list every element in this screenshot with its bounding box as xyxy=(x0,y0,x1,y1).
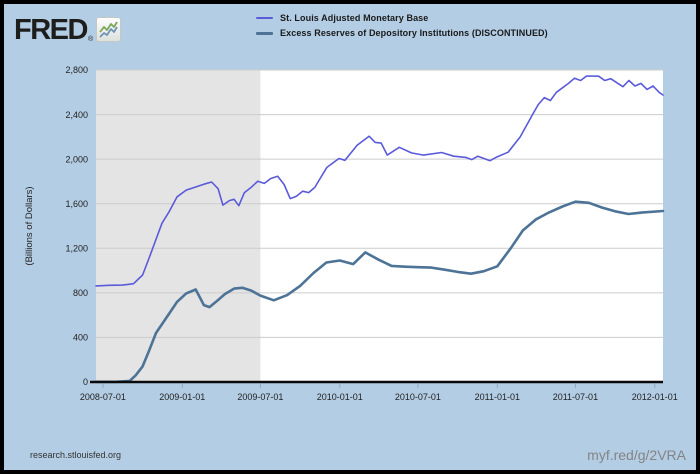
legend-item-monetary-base[interactable]: St. Louis Adjusted Monetary Base xyxy=(256,13,548,23)
series-line xyxy=(95,75,664,287)
x-tick-label: 2011-07-01 xyxy=(553,392,598,402)
y-tick-label: 400 xyxy=(73,333,88,343)
fred-logo-text: FRED xyxy=(14,14,88,46)
legend-label-excess-reserves: Excess Reserves of Depository Institutio… xyxy=(280,28,548,38)
x-axis-tick-labels: 2008-07-01 2009-01-01 2009-07-01 2010-01-01… xyxy=(80,392,678,402)
y-axis-title: (Billions of Dollars) xyxy=(24,186,35,265)
y-axis-tick-labels: 0 400 800 1,200 1,600 2,000 2,400 2,800 xyxy=(65,65,88,387)
legend-swatch-excess-reserves xyxy=(256,31,273,35)
chart-plot[interactable]: 2008-07-01 2009-01-01 2009-07-01 2010-01-01… xyxy=(4,4,696,470)
fred-sparkline-icon xyxy=(96,17,122,42)
legend-label-monetary-base: St. Louis Adjusted Monetary Base xyxy=(280,13,429,23)
x-tick-label: 2008-07-01 xyxy=(80,392,126,402)
legend-swatch-monetary-base xyxy=(256,17,273,19)
x-tick-label: 2010-07-01 xyxy=(395,392,441,402)
source-link[interactable]: research.stlouisfed.org xyxy=(30,450,122,460)
registered-trademark-symbol: ® xyxy=(87,36,94,43)
y-tick-label: 2,800 xyxy=(65,65,88,75)
legend-item-excess-reserves[interactable]: Excess Reserves of Depository Institutio… xyxy=(256,28,548,38)
x-tick-label: 2009-07-01 xyxy=(237,392,283,402)
y-tick-label: 1,600 xyxy=(65,199,88,209)
fred-logo[interactable]: FRED ® xyxy=(14,14,122,46)
gridlines xyxy=(96,69,663,338)
chart-legend: St. Louis Adjusted Monetary Base Excess … xyxy=(256,13,548,38)
data-series-lines xyxy=(94,75,665,384)
x-tick-label: 2012-01-01 xyxy=(632,392,678,402)
recession-shading xyxy=(96,70,261,382)
short-url[interactable]: myf.red/g/2VRA xyxy=(587,447,686,463)
y-tick-label: 1,200 xyxy=(65,243,88,253)
y-tick-label: 2,000 xyxy=(65,154,88,164)
x-tick-label: 2009-01-01 xyxy=(159,392,205,402)
x-tick-label: 2010-01-01 xyxy=(317,392,363,402)
y-tick-label: 0 xyxy=(83,377,88,387)
x-axis-tick-marks xyxy=(102,384,656,388)
y-tick-label: 2,400 xyxy=(65,110,88,120)
y-tick-label: 800 xyxy=(73,288,88,298)
recession-band xyxy=(96,70,261,382)
series-line xyxy=(94,200,665,384)
x-tick-label: 2011-01-01 xyxy=(475,392,520,402)
